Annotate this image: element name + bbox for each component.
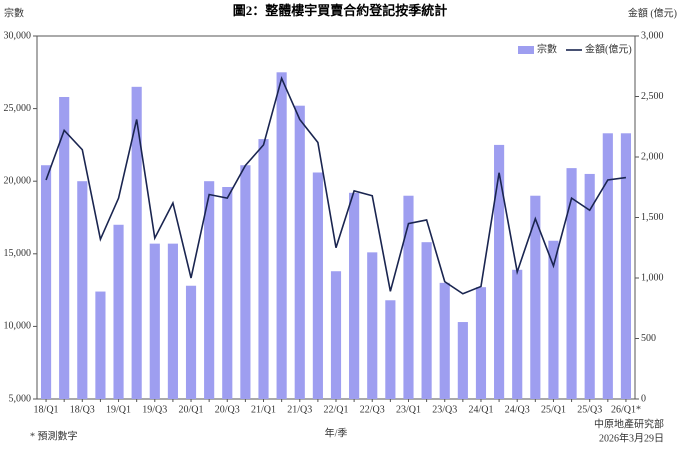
bar bbox=[276, 72, 287, 400]
bar bbox=[512, 269, 523, 399]
bar bbox=[131, 86, 142, 399]
y2-tick-label: 0 bbox=[641, 393, 646, 404]
bar bbox=[602, 133, 613, 399]
x-tick-label: 25/Q1 bbox=[541, 404, 566, 415]
y-axis-label: 宗數 bbox=[4, 6, 24, 19]
y2-tick-label: 3,000 bbox=[641, 30, 664, 41]
source: 中原地產研究部 bbox=[594, 417, 664, 430]
bar bbox=[566, 168, 577, 399]
bar bbox=[185, 285, 197, 399]
x-tick-label: 20/Q3 bbox=[215, 404, 240, 415]
x-tick-label: 24/Q1 bbox=[468, 404, 493, 415]
x-tick-label: 26/Q1* bbox=[611, 404, 641, 415]
bar bbox=[475, 287, 487, 399]
x-tick-label: 22/Q3 bbox=[360, 404, 385, 415]
footnote: * 預測數字 bbox=[30, 429, 78, 442]
y2-tick-label: 500 bbox=[641, 333, 656, 344]
bar bbox=[294, 105, 305, 400]
bar bbox=[240, 165, 251, 399]
x-tick-label: 23/Q3 bbox=[432, 404, 457, 415]
legend-swatch bbox=[518, 46, 534, 54]
bar bbox=[258, 139, 269, 400]
bar bbox=[59, 96, 70, 399]
bar bbox=[439, 282, 450, 399]
x-tick-label: 19/Q1 bbox=[106, 404, 131, 415]
y-tick-label: 30,000 bbox=[4, 30, 32, 41]
bar bbox=[530, 195, 541, 399]
bar bbox=[77, 181, 88, 399]
x-axis-label: 年/季 bbox=[325, 426, 348, 439]
y2-tick-label: 1,000 bbox=[641, 272, 664, 283]
y2-tick-label: 2,500 bbox=[641, 91, 664, 102]
bar bbox=[620, 133, 632, 399]
x-tick-label: 21/Q1 bbox=[251, 404, 276, 415]
bar bbox=[222, 187, 233, 399]
date: 2026年3月29日 bbox=[599, 431, 664, 444]
line bbox=[45, 75, 627, 295]
legend-label: 宗數 bbox=[537, 42, 557, 55]
bar bbox=[403, 195, 414, 399]
bar bbox=[167, 243, 178, 399]
x-tick-label: 20/Q1 bbox=[179, 404, 204, 415]
bar bbox=[385, 300, 396, 399]
bar bbox=[149, 243, 160, 399]
x-tick-label: 18/Q3 bbox=[70, 404, 95, 415]
x-tick-label: 24/Q3 bbox=[505, 404, 530, 415]
bar bbox=[95, 291, 106, 399]
y-tick-label: 10,000 bbox=[4, 321, 32, 332]
bar bbox=[494, 144, 505, 399]
bar bbox=[421, 242, 432, 399]
bar bbox=[584, 173, 595, 399]
x-tick-label: 21/Q3 bbox=[287, 404, 312, 415]
bar bbox=[548, 240, 559, 399]
x-tick-label: 23/Q1 bbox=[396, 404, 421, 415]
x-tick-label: 18/Q1 bbox=[34, 404, 59, 415]
y-tick-label: 15,000 bbox=[4, 248, 32, 259]
y-tick-label: 20,000 bbox=[4, 175, 32, 186]
legend-label: 金額(億元) bbox=[585, 42, 632, 55]
y2-axis-label: 金額 (億元) bbox=[628, 6, 677, 19]
y2-tick-label: 1,500 bbox=[641, 212, 664, 223]
bar bbox=[367, 252, 378, 399]
bar bbox=[40, 165, 52, 399]
bar bbox=[204, 181, 215, 399]
bar bbox=[349, 192, 360, 399]
chart-title: 圖2：整體樓宇買賣合約登記按季統計 bbox=[233, 3, 448, 18]
bar bbox=[113, 224, 124, 399]
y-tick-label: 5,000 bbox=[9, 393, 32, 404]
bar bbox=[330, 271, 342, 399]
x-tick-label: 22/Q1 bbox=[324, 404, 349, 415]
y2-tick-label: 2,000 bbox=[641, 151, 664, 162]
x-tick-label: 19/Q3 bbox=[142, 404, 167, 415]
y-tick-label: 25,000 bbox=[4, 103, 32, 114]
x-tick-label: 25/Q3 bbox=[577, 404, 602, 415]
bar bbox=[312, 172, 323, 399]
bar bbox=[457, 322, 468, 399]
